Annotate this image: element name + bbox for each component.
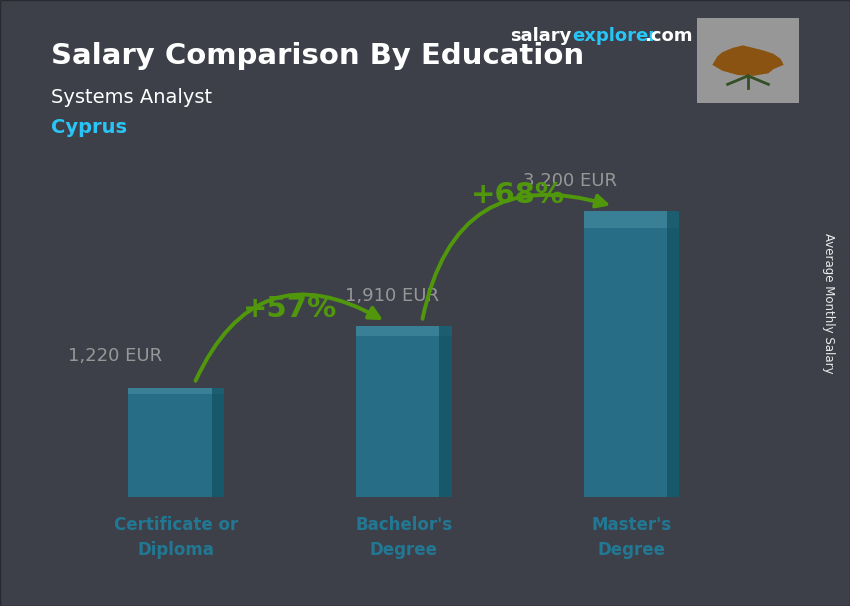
Text: Systems Analyst: Systems Analyst <box>51 88 212 107</box>
Text: 1,220 EUR: 1,220 EUR <box>68 347 162 365</box>
Bar <box>666 211 679 497</box>
Text: +57%: +57% <box>243 295 337 323</box>
Bar <box>584 211 679 497</box>
Bar <box>584 211 679 228</box>
Bar <box>128 388 224 497</box>
Text: 1,910 EUR: 1,910 EUR <box>345 287 439 305</box>
Text: 3,200 EUR: 3,200 EUR <box>523 172 617 190</box>
Text: Salary Comparison By Education: Salary Comparison By Education <box>51 42 584 70</box>
Text: explorer: explorer <box>572 27 657 45</box>
Bar <box>212 388 224 497</box>
Bar <box>128 388 224 395</box>
Bar <box>356 326 451 336</box>
Bar <box>439 326 451 497</box>
Text: .com: .com <box>644 27 693 45</box>
Text: Cyprus: Cyprus <box>51 118 127 137</box>
Bar <box>356 326 451 497</box>
Polygon shape <box>712 45 784 76</box>
Text: salary: salary <box>510 27 571 45</box>
Text: +68%: +68% <box>471 181 564 208</box>
Text: Average Monthly Salary: Average Monthly Salary <box>822 233 836 373</box>
